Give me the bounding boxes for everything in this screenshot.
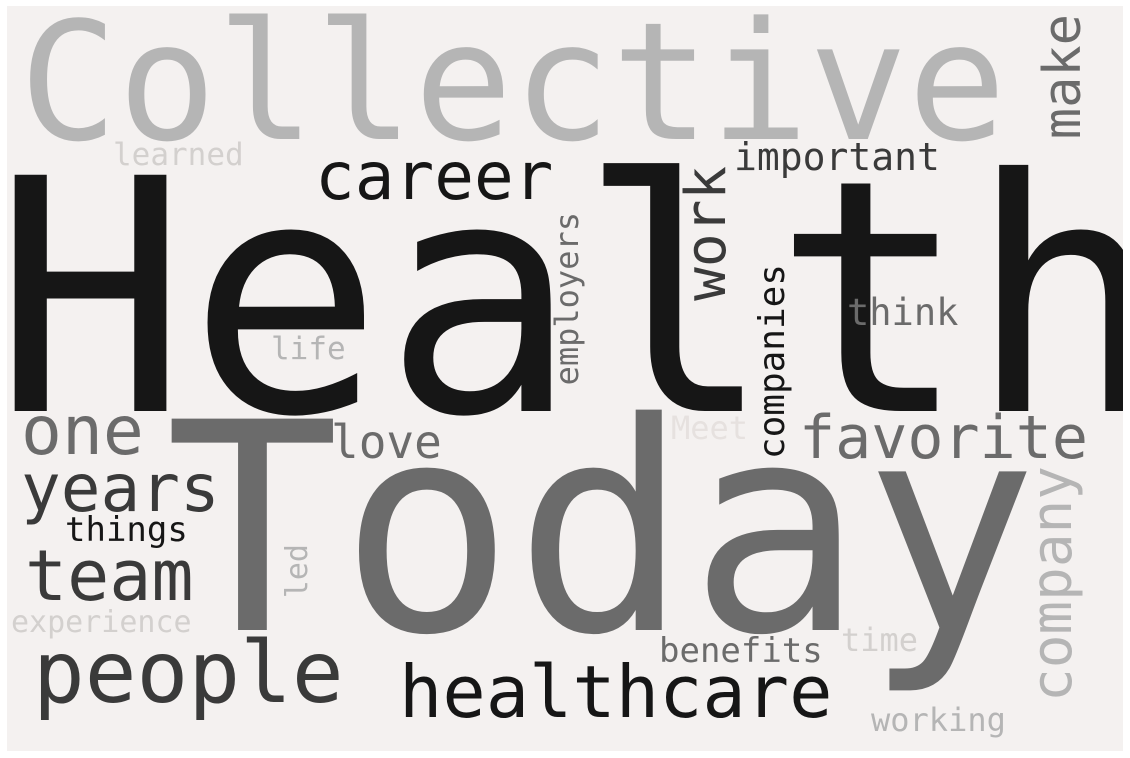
word-work: work [679,166,735,301]
word-companies: companies [755,264,791,459]
word-company: company [1025,466,1081,702]
word-cloud: Collective Health Today career learned i… [7,6,1123,751]
word-think: think [847,294,958,331]
word-employers: employers [551,212,583,385]
word-learned: learned [113,140,244,171]
word-life: life [271,334,346,365]
word-favorite: favorite [799,408,1088,468]
word-healthcare: healthcare [399,656,832,728]
word-important: important [734,138,940,176]
word-meet: Meet [671,412,748,444]
word-team: team [25,541,194,611]
word-time: time [841,624,918,656]
word-make: make [1037,14,1089,139]
word-career: career [315,144,553,210]
word-led: led [283,544,313,598]
word-love: love [331,419,442,465]
word-working: working [871,704,1006,736]
word-people: people [33,630,344,716]
